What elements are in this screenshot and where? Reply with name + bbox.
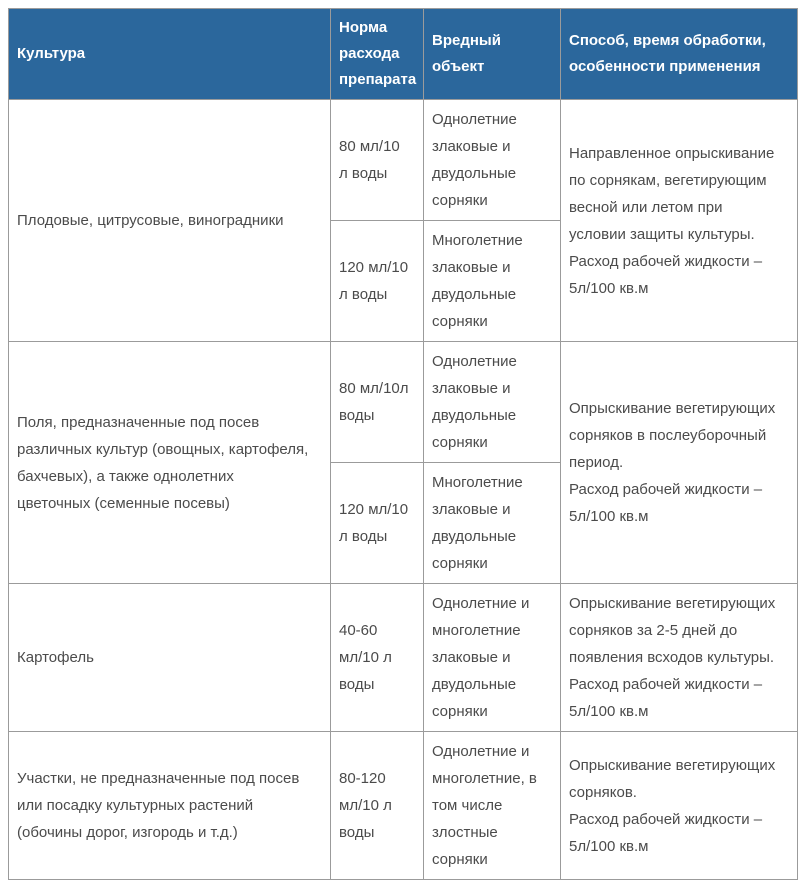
method-cell: Направленное опрыскивание по сорнякам, в…: [560, 99, 798, 342]
rate-cell: 80 мл/10 л воды: [330, 99, 424, 221]
herbicide-application-table: Культура Норма расхода препарата Вредный…: [8, 8, 798, 880]
table-row: Поля, предназначенные под посев различны…: [8, 341, 798, 584]
pest-cell: Однолетние и многолетние злаковые и двуд…: [423, 583, 561, 732]
rate-cell: 120 мл/10 л воды: [330, 462, 424, 584]
method-cell: Опрыскивание вегетирующих сорняков. Расх…: [560, 731, 798, 880]
pest-cell: Многолетние злаковые и двудольные сорняк…: [423, 462, 561, 584]
table-subrow: 120 мл/10 л воды Многолетние злаковые и …: [9, 220, 798, 342]
table-subrow: 120 мл/10 л воды Многолетние злаковые и …: [9, 462, 798, 584]
pest-cell: Однолетние злаковые и двудольные сорняки: [423, 99, 561, 221]
column-header-method: Способ, время обработки, особенности при…: [560, 8, 798, 100]
table-row: Участки, не предназначенные под посев ил…: [8, 731, 798, 880]
rate-cell: 80 мл/10л воды: [330, 341, 424, 463]
table-row: Картофель 40-60 мл/10 л воды Однолетние …: [8, 583, 798, 732]
culture-cell: Участки, не предназначенные под посев ил…: [8, 731, 331, 880]
column-header-pest: Вредный объект: [423, 8, 561, 100]
rate-cell: 80-120 мл/10 л воды: [330, 731, 424, 880]
pest-cell: Многолетние злаковые и двудольные сорняк…: [423, 220, 561, 342]
column-header-rate: Норма расхода препарата: [330, 8, 424, 100]
pest-cell: Однолетние и многолетние, в том числе зл…: [423, 731, 561, 880]
culture-cell: Поля, предназначенные под посев различны…: [8, 341, 331, 584]
culture-cell: Картофель: [8, 583, 331, 732]
method-cell: Опрыскивание вегетирующих сорняков в пос…: [560, 341, 798, 584]
pest-cell: Однолетние злаковые и двудольные сорняки: [423, 341, 561, 463]
table-row: Плодовые, цитрусовые, виноградники 80 мл…: [8, 99, 798, 342]
method-cell: Опрыскивание вегетирующих сорняков за 2-…: [560, 583, 798, 732]
rate-cell: 120 мл/10 л воды: [330, 220, 424, 342]
culture-cell: Плодовые, цитрусовые, виноградники: [8, 99, 331, 342]
header-row: Культура Норма расхода препарата Вредный…: [8, 8, 798, 100]
page: Культура Норма расхода препарата Вредный…: [0, 8, 808, 880]
column-header-culture: Культура: [8, 8, 331, 100]
rate-cell: 40-60 мл/10 л воды: [330, 583, 424, 732]
